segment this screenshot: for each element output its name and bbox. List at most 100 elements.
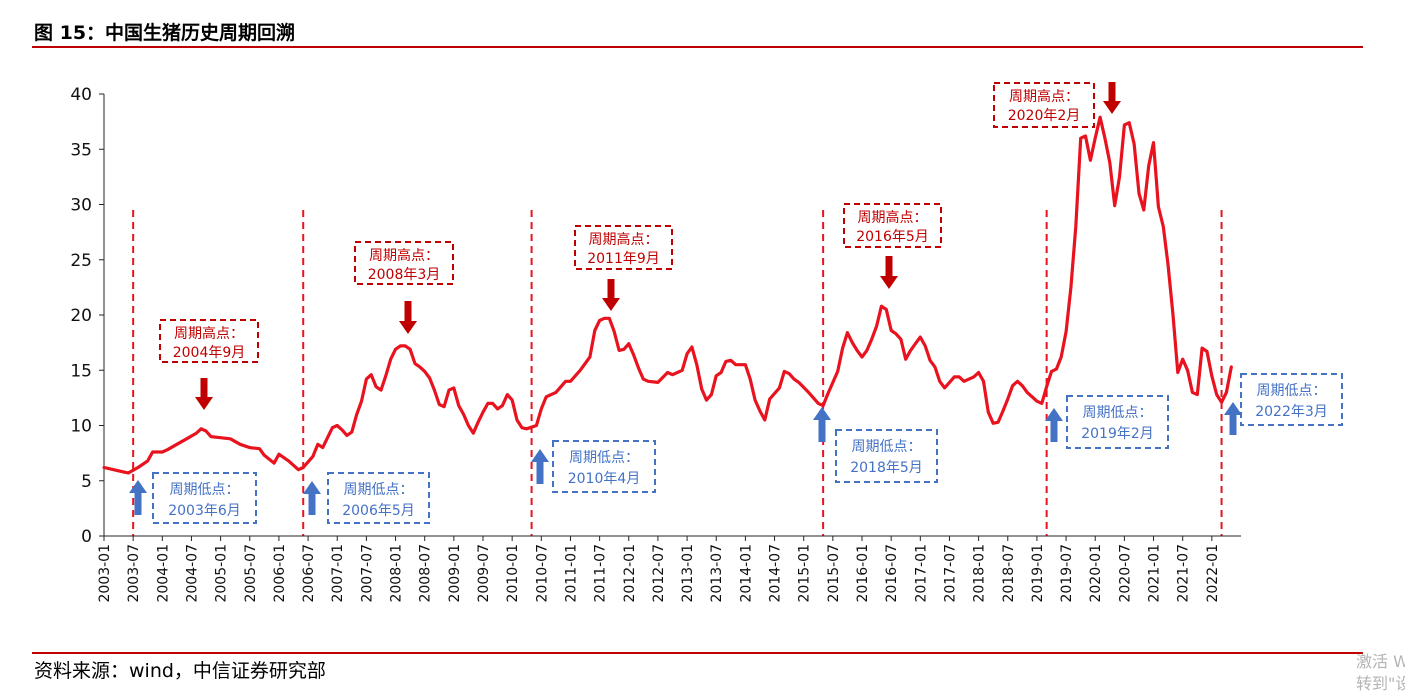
x-tick-label: 2016-07 (884, 544, 900, 603)
peak-down-arrow-head (602, 298, 620, 311)
x-tick-label: 2019-01 (1030, 544, 1046, 603)
x-tick-label: 2015-01 (797, 544, 813, 603)
x-tick-label: 2016-01 (855, 544, 871, 603)
x-tick-label: 2022-01 (1205, 544, 1221, 603)
title-divider (32, 46, 1363, 48)
trough-up-arrow-head (531, 449, 549, 462)
source-note: 资料来源：wind，中信证券研究部 (34, 660, 326, 682)
peak-label-box (993, 82, 1095, 128)
x-tick-label: 2004-07 (184, 544, 200, 603)
x-tick-label: 2006-01 (272, 544, 288, 603)
trough-label-box (152, 472, 257, 524)
x-tick-label: 2014-07 (768, 544, 784, 603)
y-tick-label: 40 (70, 85, 92, 105)
x-tick-label: 2012-07 (651, 544, 667, 603)
x-tick-label: 2005-07 (243, 544, 259, 603)
peak-label-box (354, 241, 454, 285)
x-tick-label: 2003-07 (126, 544, 142, 603)
os-activation-watermark: 激活 W 转到"设 (1356, 651, 1405, 697)
trough-annotation: 周期低点： 2022年3月 (1224, 373, 1343, 435)
peak-date-text: 2011年9月 (587, 251, 660, 267)
x-tick-label: 2021-07 (1176, 544, 1192, 603)
trough-label-box (1066, 395, 1169, 449)
trough-up-arrow-head (1045, 408, 1063, 421)
peak-down-arrow-shaft (885, 256, 893, 276)
trough-up-arrow-shaft (134, 493, 142, 515)
y-tick-label: 5 (81, 472, 92, 492)
trough-annotation: 周期低点： 2006年5月 (303, 472, 430, 524)
figure-title: 图 15：中国生猪历史周期回溯 (34, 22, 296, 44)
cycle-annotations: 周期高点：2004年9月周期高点：2008年3月周期高点：2011年9月周期高点… (129, 82, 1343, 524)
x-tick-label: 2018-01 (972, 544, 988, 603)
x-tick-label: 2014-01 (738, 544, 754, 603)
peak-date-text: 2008年3月 (368, 267, 441, 283)
peak-label-box (159, 319, 259, 363)
trough-label-box (835, 429, 938, 483)
x-tick-label: 2006-07 (301, 544, 317, 603)
x-tick-label: 2009-07 (476, 544, 492, 603)
trough-label-text: 周期低点： (1257, 383, 1327, 399)
peak-label-text: 周期高点： (858, 209, 928, 226)
trough-label-text: 周期低点： (852, 439, 922, 455)
peak-annotation: 周期高点： 2020年2月 (993, 82, 1121, 128)
trough-annotation: 周期低点： 2019年2月 (1045, 395, 1169, 449)
peak-label-text: 周期高点： (369, 247, 439, 264)
x-tick-label: 2020-07 (1117, 544, 1133, 603)
peak-annotation: 周期高点： 2016年5月 (843, 203, 942, 289)
x-tick-label: 2011-01 (563, 544, 579, 603)
x-tick-label: 2009-01 (447, 544, 463, 603)
x-tick-label: 2010-07 (534, 544, 550, 603)
peak-date-text: 2004年9月 (173, 345, 246, 361)
watermark-line-2: 转到"设 (1356, 674, 1405, 693)
trough-date-text: 2019年2月 (1081, 426, 1154, 442)
peak-down-arrow-head (1103, 101, 1121, 114)
trough-label-box (327, 472, 430, 524)
x-tick-label: 2003-01 (97, 544, 113, 603)
trough-up-arrow-head (303, 481, 321, 494)
trough-up-arrow-shaft (818, 420, 826, 442)
x-tick-label: 2010-01 (505, 544, 521, 603)
peak-down-arrow-head (880, 276, 898, 289)
trough-up-arrow-head (813, 407, 831, 420)
x-tick-label: 2020-01 (1088, 544, 1104, 603)
trough-up-arrow-head (129, 480, 147, 493)
x-tick-label: 2007-01 (330, 544, 346, 603)
y-tick-label: 0 (81, 527, 92, 547)
y-tick-label: 20 (70, 306, 92, 326)
peak-down-arrow-shaft (1108, 82, 1116, 101)
trough-date-text: 2010年4月 (568, 471, 641, 487)
x-tick-label: 2021-01 (1147, 544, 1163, 603)
x-tick-label: 2008-01 (389, 544, 405, 603)
peak-annotation: 周期高点： 2008年3月 (354, 241, 454, 334)
trough-up-arrow-shaft (1229, 415, 1237, 435)
cycle-divider-lines (132, 210, 1223, 536)
x-tick-label: 2013-01 (680, 544, 696, 603)
trough-label-text: 周期低点： (344, 482, 414, 498)
x-tick-label: 2015-07 (826, 544, 842, 603)
trough-up-arrow-shaft (1050, 421, 1058, 442)
peak-date-text: 2016年5月 (856, 229, 929, 245)
trough-annotation: 周期低点： 2018年5月 (813, 407, 938, 483)
trough-label-box (552, 440, 656, 493)
x-tick-label: 2018-07 (1001, 544, 1017, 603)
x-tick-label: 2008-07 (418, 544, 434, 603)
chart-axes: 0 5 10 15 20 25 30 35 40 2003-01 2003-07 2004-01 200… (70, 85, 1241, 603)
trough-up-arrow-shaft (536, 462, 544, 484)
trough-annotation: 周期低点： 2003年6月 (129, 472, 257, 524)
hog-price-line (102, 115, 1233, 475)
x-tick-label: 2004-01 (155, 544, 171, 603)
peak-down-arrow-head (399, 321, 417, 334)
x-tick-label: 2017-01 (913, 544, 929, 603)
y-tick-label: 15 (70, 361, 92, 381)
y-tick-label: 25 (70, 251, 92, 271)
trough-up-arrow-head (1224, 402, 1242, 415)
x-tick-label: 2011-07 (593, 544, 609, 603)
trough-date-text: 2018年5月 (850, 460, 923, 476)
trough-label-text: 周期低点： (569, 450, 639, 466)
y-tick-label: 30 (70, 196, 92, 216)
trough-annotation: 周期低点： 2010年4月 (531, 440, 656, 493)
y-tick-label: 35 (70, 140, 92, 160)
peak-label-text: 周期高点： (1009, 88, 1079, 105)
trough-up-arrow-shaft (308, 494, 316, 515)
